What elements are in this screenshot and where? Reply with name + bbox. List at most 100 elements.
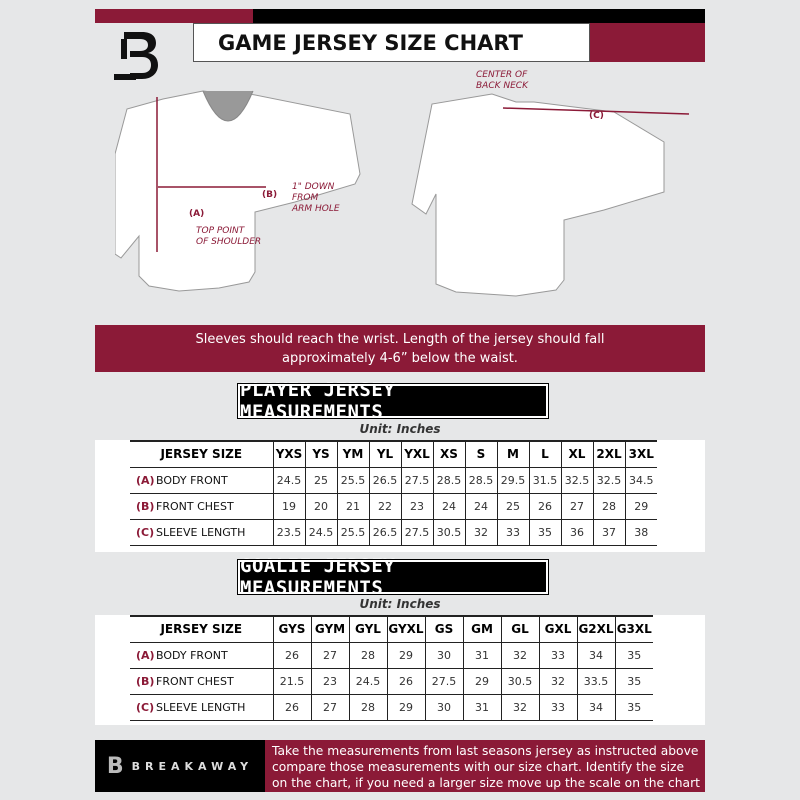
measurement-label: (C) SLEEVE LENGTH [130, 519, 273, 546]
measurement-value: 30 [424, 694, 463, 721]
measurement-value: 26 [272, 694, 311, 721]
measurement-value: 25 [496, 493, 529, 520]
measurement-name: SLEEVE LENGTH [156, 700, 246, 714]
measurement-value: 28.5 [464, 467, 497, 494]
size-header: 3XL [624, 440, 657, 468]
measurement-value: 26.5 [368, 519, 401, 546]
table-header-row: JERSEY SIZE YXS YS YM YL YXL XS S M L XL 2XL 3XL [130, 440, 657, 468]
jersey-front-diagram [115, 90, 361, 292]
footer-brand: B BREAKAWAY [95, 740, 265, 792]
player-section-title: PLAYER JERSEY MEASUREMENTS [237, 379, 549, 423]
measurement-value: 24 [432, 493, 465, 520]
size-header: GM [462, 615, 501, 643]
measurement-value: 30 [424, 642, 463, 669]
measurement-value: 36 [560, 519, 593, 546]
measurement-value: 35 [528, 519, 561, 546]
measurement-value: 37 [592, 519, 625, 546]
measurement-value: 19 [272, 493, 305, 520]
measurement-value: 38 [624, 519, 657, 546]
measurement-value: 26 [528, 493, 561, 520]
measurement-value: 33 [496, 519, 529, 546]
table-row: (B) FRONT CHEST 21.5 23 24.5 26 27.5 29 30.5 32 33… [130, 668, 653, 695]
measurement-value: 23 [310, 668, 349, 695]
measurement-label: (A)BODY FRONT [130, 642, 273, 669]
size-header: YM [336, 440, 369, 468]
measurement-code: (B) [136, 674, 155, 688]
goalie-unit: Unit: Inches [359, 597, 441, 611]
size-header: GYXL [386, 615, 425, 643]
measurement-code: (C) [136, 700, 155, 714]
measurement-value: 27 [560, 493, 593, 520]
size-header: YS [304, 440, 337, 468]
size-header: M [496, 440, 529, 468]
measurement-value: 32 [500, 642, 539, 669]
measurement-value: 32 [500, 694, 539, 721]
brand-name: BREAKAWAY [131, 759, 254, 773]
measurement-name: FRONT CHEST [156, 499, 234, 513]
jersey-size-label: JERSEY SIZE [130, 440, 273, 468]
measurement-value: 21 [336, 493, 369, 520]
measurement-value: 27.5 [424, 668, 463, 695]
jersey-size-label: JERSEY SIZE [130, 615, 273, 643]
measurement-value: 35 [614, 694, 653, 721]
size-header: XS [432, 440, 465, 468]
page-title: GAME JERSEY SIZE CHART [193, 23, 590, 62]
measurement-name: BODY FRONT [156, 648, 228, 662]
measurement-value: 34.5 [624, 467, 657, 494]
measurement-value: 29 [386, 694, 425, 721]
measurement-name: BODY FRONT [156, 473, 228, 487]
armhole-note: 1" DOWN FROM ARM HOLE [292, 182, 340, 214]
measurement-value: 30.5 [500, 668, 539, 695]
measurement-name: SLEEVE LENGTH [156, 525, 246, 539]
breakaway-logo-small: B [106, 753, 124, 779]
label-c: (C) [589, 111, 604, 121]
measurement-value: 28 [592, 493, 625, 520]
goalie-section-title: GOALIE JERSEY MEASUREMENTS [237, 555, 549, 599]
label-b: (B) [262, 190, 278, 200]
measurement-code: (C) [136, 525, 155, 539]
measurement-value: 27.5 [400, 519, 433, 546]
goalie-size-table: JERSEY SIZE GYS GYM GYL GYXL GS GM GL GXL G2XL G3X… [95, 615, 705, 725]
size-header: GXL [538, 615, 577, 643]
table-row: (C) SLEEVE LENGTH 23.5 24.5 25.5 26.5 27.5 30.5… [130, 519, 657, 546]
table-row: (A)BODY FRONT 24.5 25 25.5 26.5 27.5 28.5 28.5 2… [130, 467, 657, 494]
player-size-table: JERSEY SIZE YXS YS YM YL YXL XS S M L XL 2XL 3XL (A)B… [95, 440, 705, 552]
measurement-label: (B) FRONT CHEST [130, 668, 273, 695]
size-header: G3XL [614, 615, 653, 643]
player-unit: Unit: Inches [359, 422, 441, 436]
measurement-value: 33.5 [576, 668, 615, 695]
top-bar-accent [95, 9, 253, 23]
measurement-label: (A)BODY FRONT [130, 467, 273, 494]
table-header-row: JERSEY SIZE GYS GYM GYL GYXL GS GM GL GXL G2XL G3X… [130, 615, 653, 643]
table-row: (C) SLEEVE LENGTH 26 27 28 29 30 31 32 33 34 35 [130, 694, 653, 721]
measurement-value: 29.5 [496, 467, 529, 494]
measurement-label: (B) FRONT CHEST [130, 493, 273, 520]
size-header: L [528, 440, 561, 468]
measurement-code: (A) [136, 473, 155, 487]
size-header: G2XL [576, 615, 615, 643]
measurement-value: 24.5 [272, 467, 305, 494]
measurement-value: 32 [538, 668, 577, 695]
measurement-value: 28 [348, 642, 387, 669]
measurement-value: 24.5 [348, 668, 387, 695]
size-header: GYS [272, 615, 311, 643]
measurement-value: 32.5 [560, 467, 593, 494]
measurement-value: 23.5 [272, 519, 305, 546]
size-header: GS [424, 615, 463, 643]
measurement-code: (B) [136, 499, 155, 513]
measurement-value: 30.5 [432, 519, 465, 546]
footer-instructions: Take the measurements from last seasons … [265, 740, 705, 792]
measurement-value: 33 [538, 694, 577, 721]
measurement-value: 24 [464, 493, 497, 520]
back-neck-note: CENTER OF BACK NECK [476, 70, 528, 91]
measurement-value: 23 [400, 493, 433, 520]
shoulder-note: TOP POINT OF SHOULDER [196, 226, 262, 247]
measurement-value: 29 [624, 493, 657, 520]
measurement-value: 34 [576, 694, 615, 721]
size-header: GYM [310, 615, 349, 643]
measurement-value: 29 [386, 642, 425, 669]
table-row: (B) FRONT CHEST 19 20 21 22 23 24 24 25 26 27 28 29 [130, 493, 657, 520]
size-header: GYL [348, 615, 387, 643]
measurement-value: 25 [304, 467, 337, 494]
measurement-value: 35 [614, 668, 653, 695]
